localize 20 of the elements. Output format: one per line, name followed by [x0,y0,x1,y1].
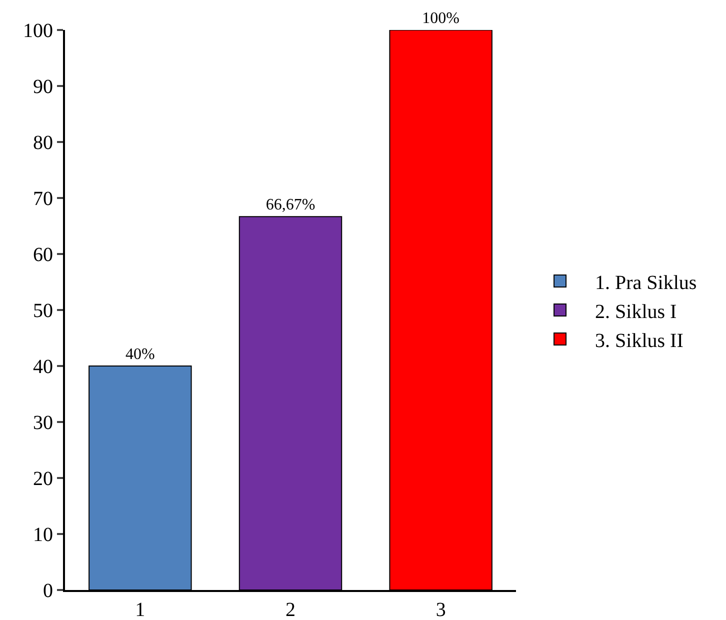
y-tick-label: 20 [33,468,53,490]
legend-label: 1. Pra Siklus [595,272,697,294]
data-label: 100% [422,10,460,27]
legend-label: 2. Siklus I [595,300,677,323]
x-tick-label: 1 [135,599,146,620]
data-label: 40% [126,346,155,363]
y-tick-label: 100 [23,20,53,42]
data-label: 66,67% [266,196,316,214]
y-tick-label: 80 [33,132,53,154]
y-tick-label: 40 [33,356,53,378]
y-tick-label: 90 [33,76,53,98]
legend-label: 3. Siklus II [595,330,684,352]
y-tick-label: 50 [33,300,53,322]
y-tick-label: 0 [43,580,53,602]
y-tick-label: 10 [33,524,53,546]
x-tick-label: 2 [286,599,296,620]
y-tick-label: 30 [33,412,53,434]
x-tick-label: 3 [436,599,446,620]
y-tick-label: 60 [33,244,53,266]
y-tick-label: 70 [33,188,53,210]
